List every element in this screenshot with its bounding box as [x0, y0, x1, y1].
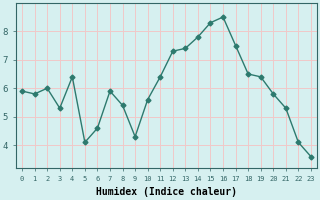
X-axis label: Humidex (Indice chaleur): Humidex (Indice chaleur)	[96, 187, 237, 197]
